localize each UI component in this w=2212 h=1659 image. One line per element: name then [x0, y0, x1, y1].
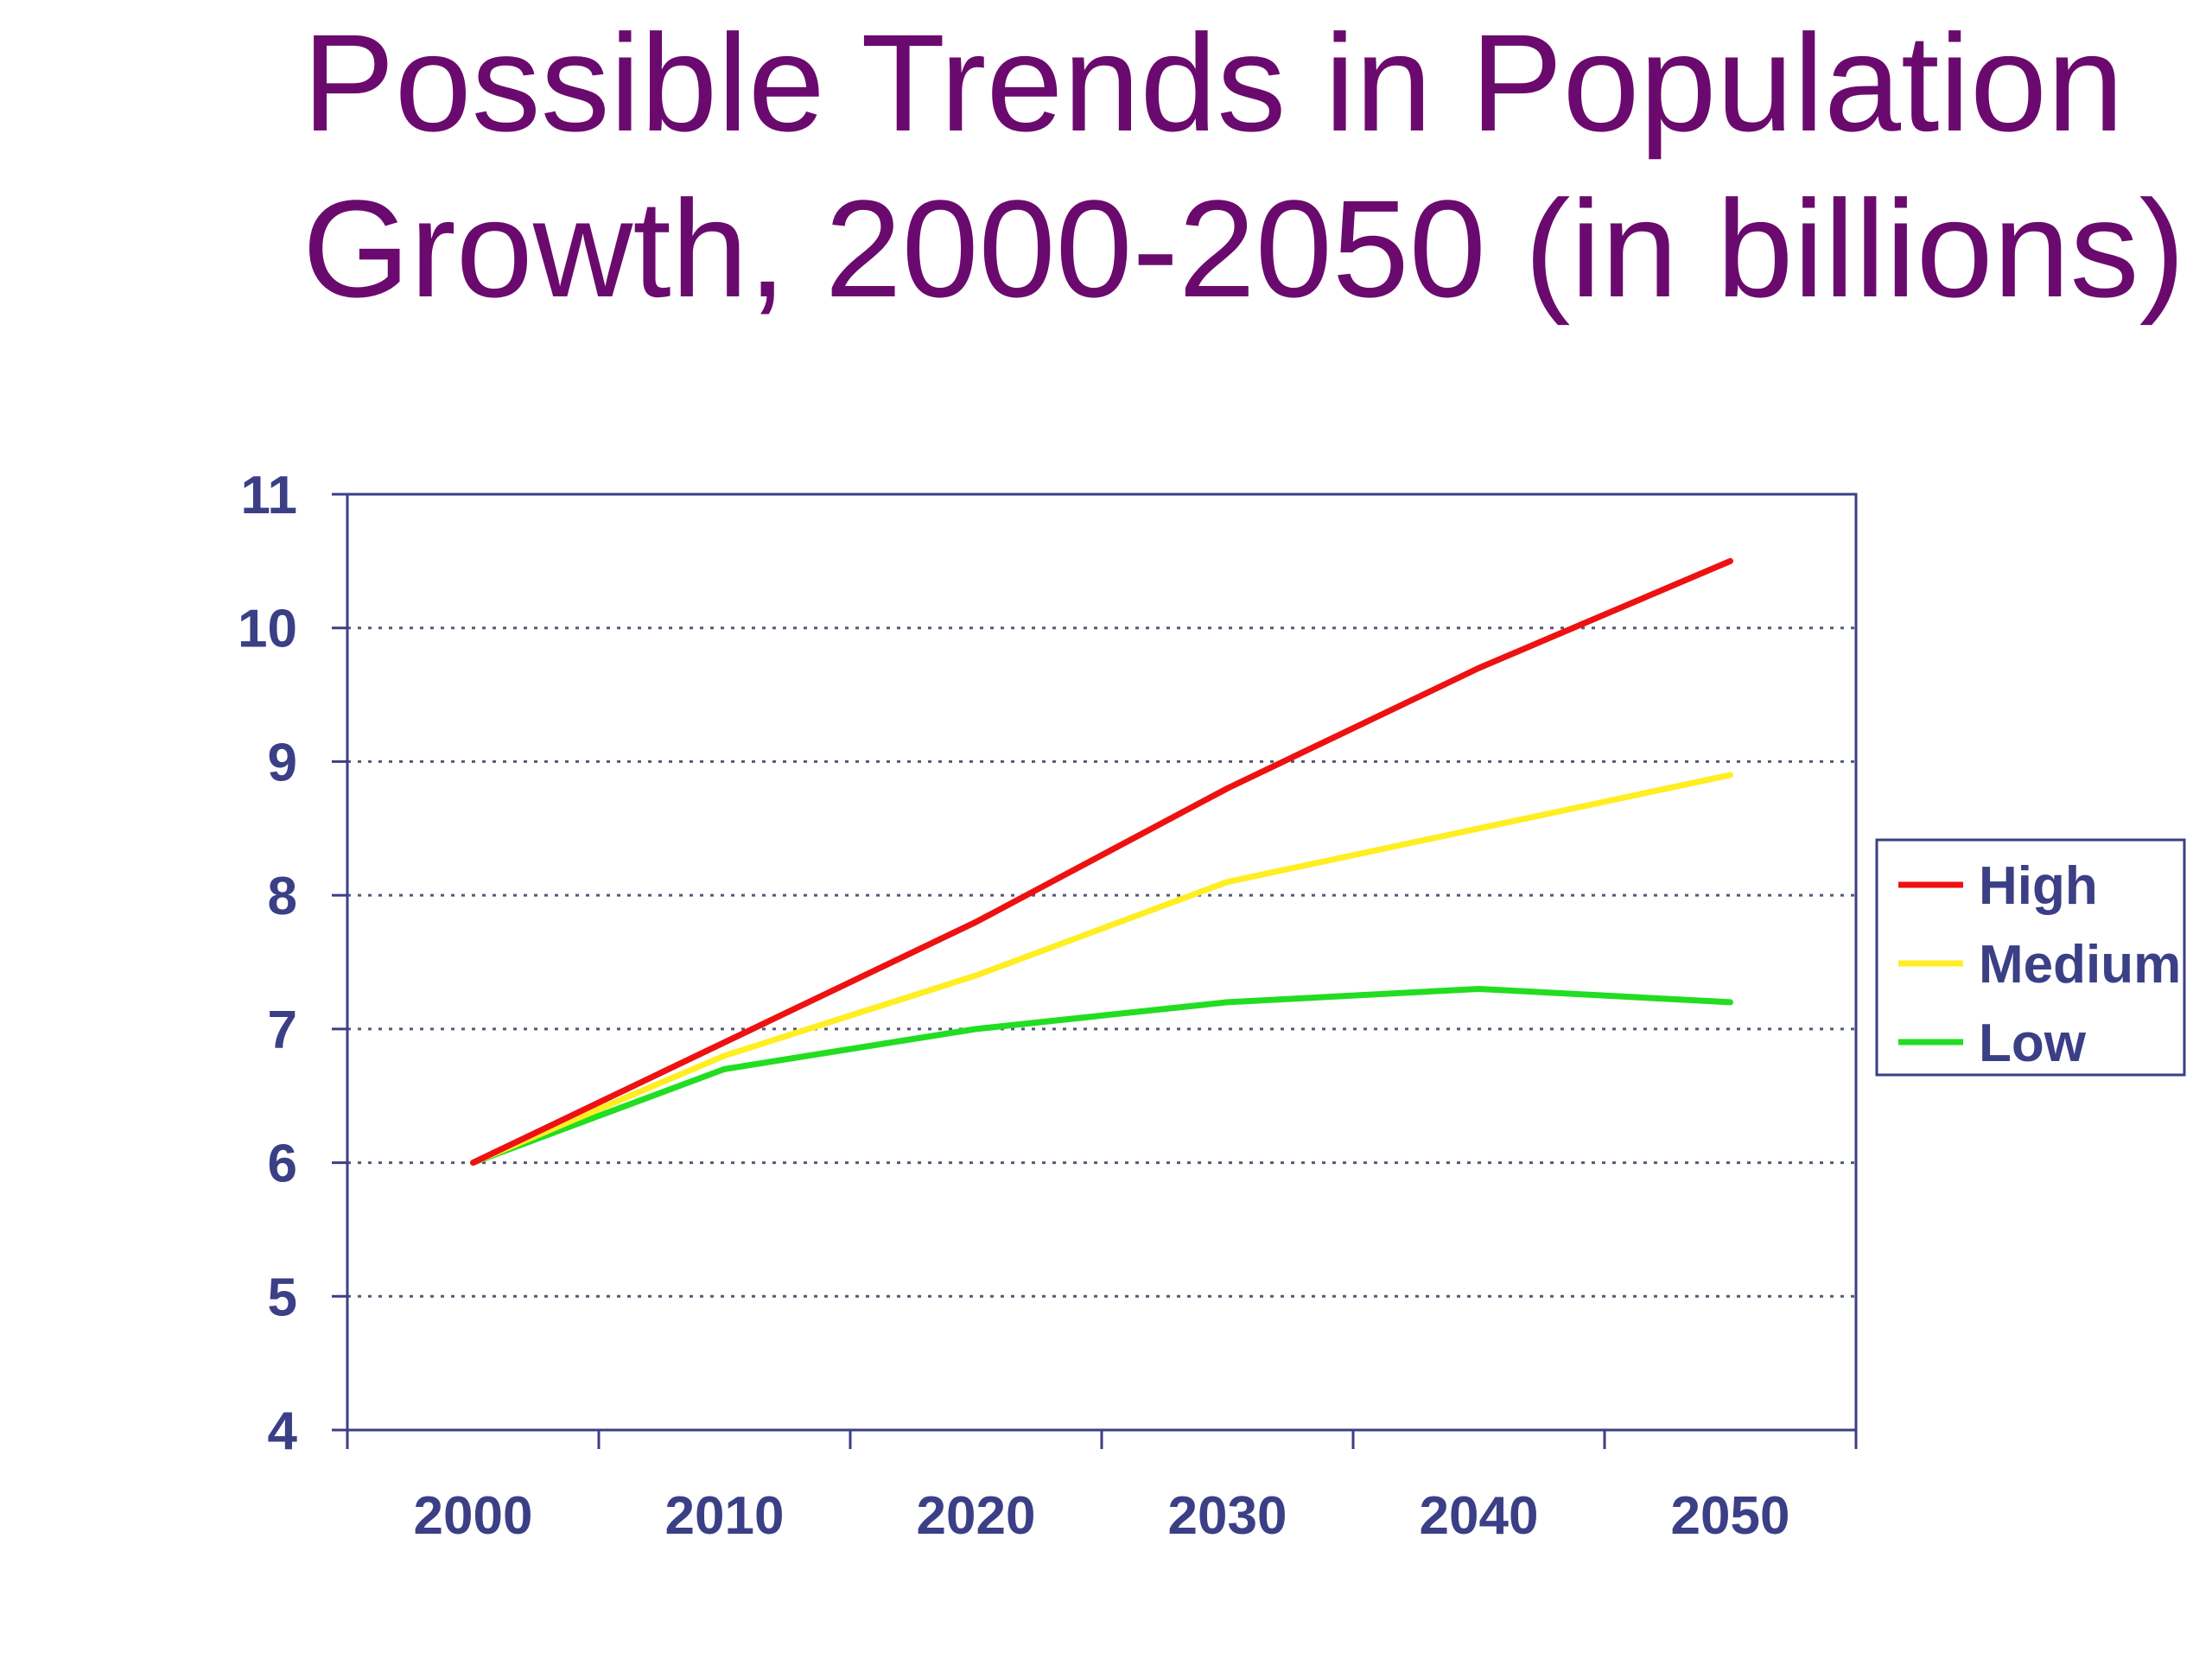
x-tick-label-2010: 2010: [665, 1486, 785, 1546]
y-tick-label-7: 7: [268, 1001, 297, 1060]
chart-title: Possible Trends in Population Growth, 20…: [302, 0, 2185, 332]
series-line-low: [470, 985, 1733, 1166]
y-tick-label-10: 10: [238, 600, 297, 659]
grid-lines: [347, 626, 1856, 1298]
x-tick-label-2050: 2050: [1671, 1486, 1790, 1546]
legend-label-high: High: [1979, 856, 2098, 916]
x-tick-label-2040: 2040: [1420, 1486, 1539, 1546]
y-tick-label-5: 5: [268, 1268, 297, 1327]
axes: 4 5 6 7 8 9 10 11 2000 2010 2020 2030 2040 2050: [238, 466, 1858, 1546]
legend: High Medium Low: [1875, 838, 2186, 1077]
y-tick-label-8: 8: [268, 867, 297, 926]
y-tick-label-9: 9: [268, 733, 297, 792]
legend-label-medium: Medium: [1979, 935, 2181, 995]
x-tick-label-2030: 2030: [1168, 1486, 1287, 1546]
y-tick-label-6: 6: [268, 1135, 297, 1194]
legend-label-low: Low: [1979, 1014, 2087, 1073]
plot-area-frame: [346, 493, 1858, 1432]
y-tick-label-11: 11: [240, 466, 297, 525]
chart-title-line-2: Growth, 2000-2050 (in billions): [302, 171, 2185, 326]
chart-title-line-1: Possible Trends in Population: [302, 5, 2124, 160]
series-line-medium: [470, 772, 1733, 1166]
y-tick-label-4: 4: [268, 1402, 298, 1461]
legend-box: [1875, 838, 2186, 1077]
x-tick-label-2020: 2020: [917, 1486, 1036, 1546]
series-line-high: [470, 557, 1733, 1166]
x-tick-label-2000: 2000: [414, 1486, 533, 1546]
series-lines: [470, 557, 1733, 1166]
